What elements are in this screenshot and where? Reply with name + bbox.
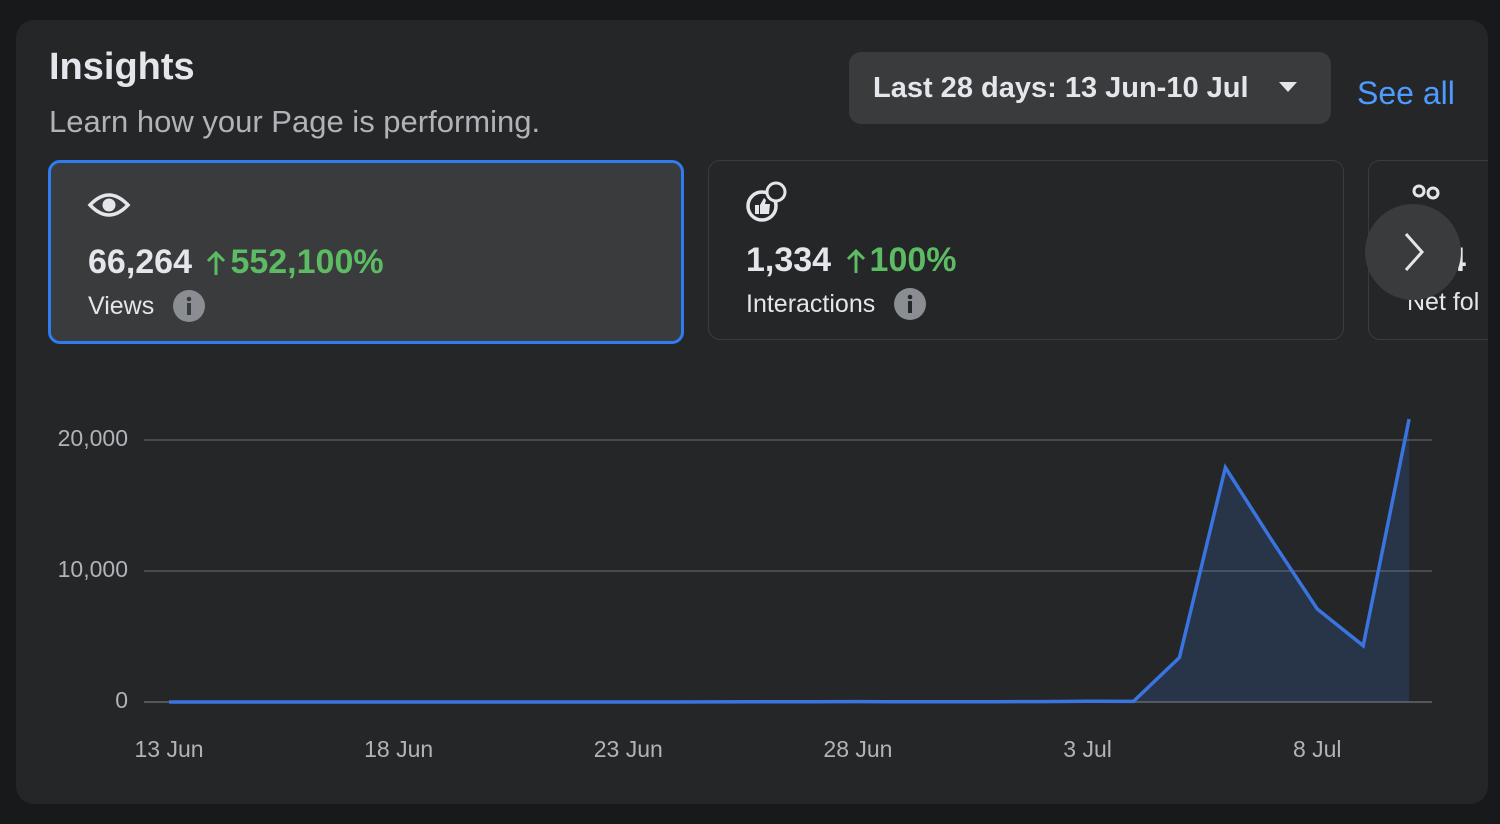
area-fill: [169, 419, 1410, 702]
info-icon[interactable]: [893, 288, 926, 320]
metric-change: 552,100%: [230, 243, 384, 281]
x-tick-label: 18 Jun: [364, 736, 433, 762]
people-icon: [1412, 184, 1440, 200]
subtitle: Learn how your Page is performing.: [49, 104, 541, 139]
up-arrow: [846, 248, 865, 273]
y-tick-label: 10,000: [58, 556, 128, 582]
interactions-icon: [746, 181, 787, 222]
metric-change: 100%: [869, 241, 957, 279]
up-arrow: [207, 250, 226, 275]
date-range-label: Last 28 days: 13 Jun-10 Jul: [873, 72, 1249, 104]
x-tick-label: 23 Jun: [594, 736, 663, 762]
y-tick-label: 0: [115, 687, 128, 713]
see-all-link[interactable]: See all: [1357, 75, 1455, 111]
x-tick-label: 3 Jul: [1063, 736, 1112, 762]
metric-label: Interactions: [746, 290, 876, 318]
insights-card: Insights Learn how your Page is performi…: [16, 20, 1488, 804]
line: [169, 418, 1411, 704]
date-range-dropdown[interactable]: Last 28 days: 13 Jun-10 Jul: [849, 52, 1331, 124]
y-tick-label: 20,000: [58, 425, 128, 451]
x-tick-label: 13 Jun: [134, 736, 203, 762]
x-tick-label: 8 Jul: [1293, 736, 1342, 762]
views-card[interactable]: 66,264 552,100% Views: [48, 160, 684, 344]
x-tick-label: 28 Jun: [823, 736, 892, 762]
metric-value: 66,264: [88, 243, 192, 281]
interactions-label-row: Interactions: [746, 288, 926, 320]
metric-label: Views: [88, 292, 155, 320]
title: Insights: [49, 46, 195, 88]
eye-icon: [87, 193, 131, 217]
next-button[interactable]: [1364, 204, 1462, 302]
caret: [1279, 82, 1297, 92]
metric-value: 1,334: [746, 241, 832, 279]
info-icon[interactable]: [172, 290, 205, 322]
views-label-row: Views: [88, 290, 205, 322]
interactions-row: 1,334 100%: [746, 241, 957, 280]
interactions-card[interactable]: 1,334 100% Interactions: [708, 160, 1344, 340]
views-chart: 0 10,000 20,000 13 Jun 18 Jun 23 Jun 28 Jun 3 J…: [58, 418, 1432, 762]
views-row: 66,264 552,100%: [88, 243, 384, 282]
